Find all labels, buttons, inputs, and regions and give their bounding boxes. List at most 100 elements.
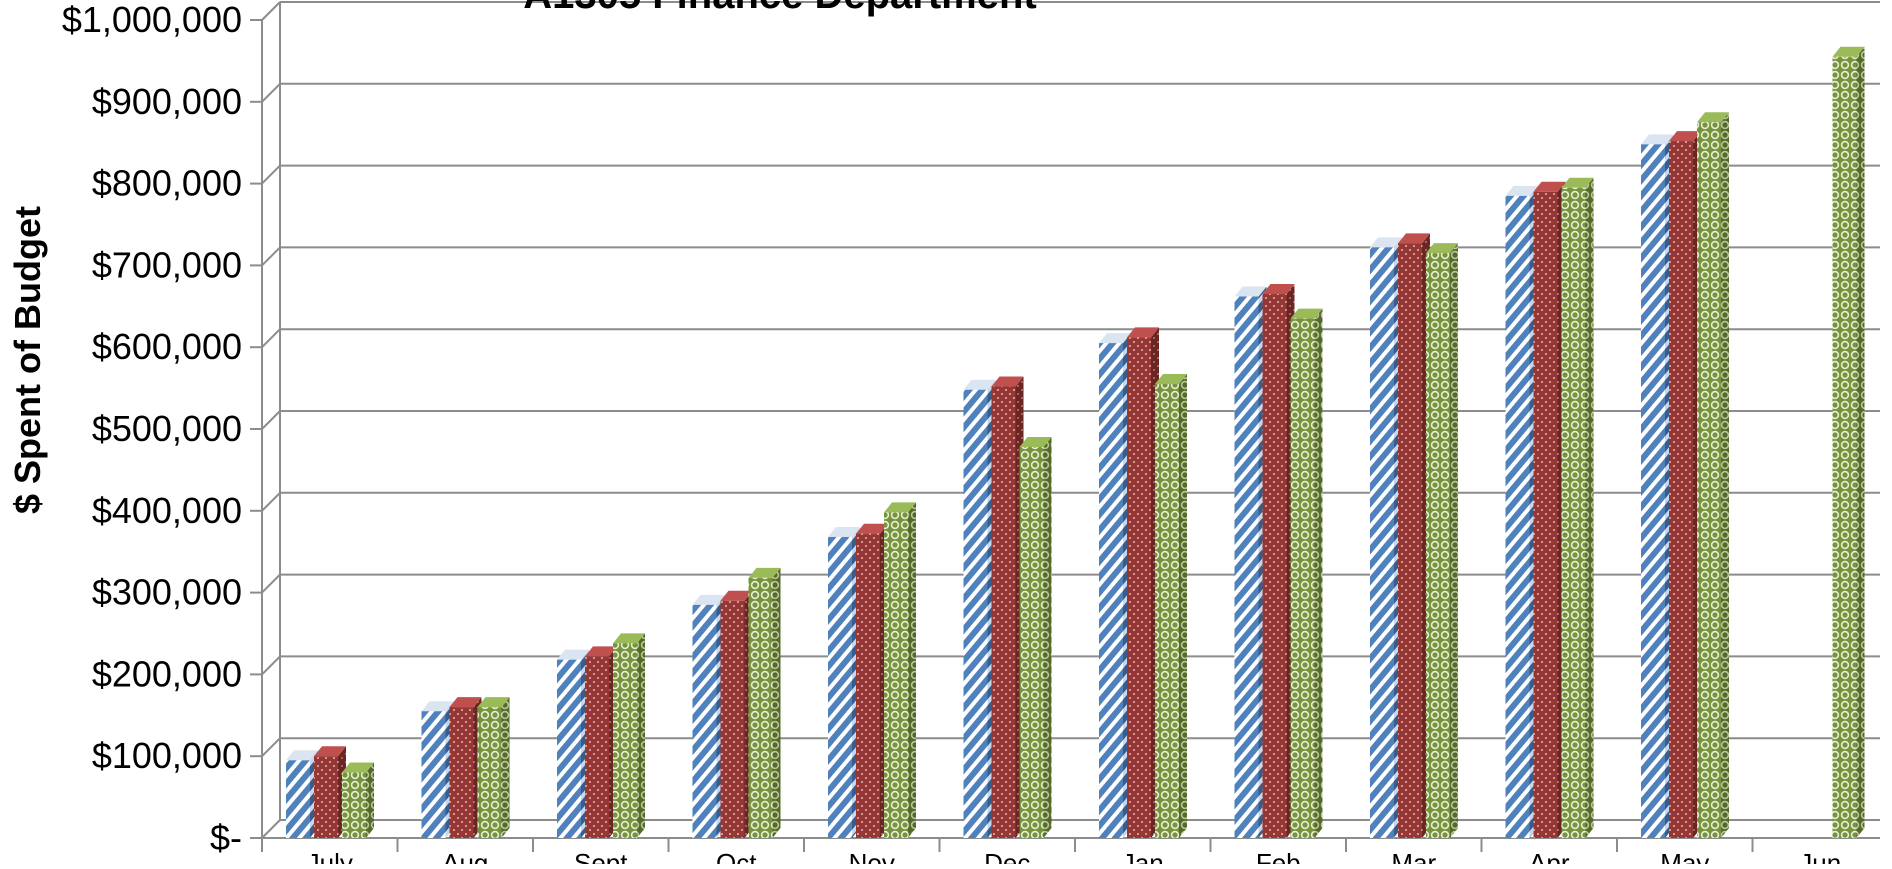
axes	[250, 2, 1880, 852]
x-tick-label: Jun	[1799, 848, 1841, 864]
bar-front	[1561, 187, 1586, 838]
bar	[1262, 284, 1295, 838]
bar-front	[286, 760, 310, 838]
bar-front	[613, 643, 637, 838]
bar	[1832, 46, 1865, 839]
bar-top	[963, 379, 996, 390]
bar-top	[1641, 134, 1673, 145]
bar	[557, 649, 589, 838]
bar	[1398, 233, 1430, 839]
bar-front	[1155, 384, 1179, 838]
x-tick-label: Oct	[716, 848, 757, 864]
bar-top	[314, 746, 346, 757]
bar-side	[637, 633, 645, 838]
bar-top	[692, 594, 725, 605]
x-tick-label: Dec	[984, 848, 1030, 864]
bar	[856, 523, 888, 838]
bar	[1370, 237, 1402, 839]
gridline-side	[261, 246, 281, 267]
gridline-side	[261, 1, 281, 21]
bar-front	[720, 600, 745, 838]
y-tick-label: $600,000	[92, 326, 242, 367]
bar-top	[748, 567, 781, 578]
bar-side	[1450, 243, 1458, 838]
gridline-side	[261, 655, 281, 676]
gridline-side	[261, 573, 281, 594]
bar-top	[1832, 46, 1865, 57]
bar-top	[342, 762, 374, 773]
bar	[314, 746, 346, 838]
bar-top	[613, 633, 645, 644]
bar	[1127, 327, 1159, 838]
gridline-side	[261, 328, 281, 348]
bar-side	[1179, 374, 1187, 838]
bar-top	[1127, 327, 1159, 338]
bar-side	[772, 567, 781, 838]
x-tick-label: Mar	[1391, 848, 1436, 864]
x-tick-label: Sept	[574, 848, 628, 864]
bar-front	[856, 533, 880, 838]
bar-front	[1832, 56, 1857, 839]
gridline-side	[261, 83, 281, 103]
bar-top	[585, 646, 617, 657]
bar-side	[1043, 436, 1052, 838]
bar-top	[477, 697, 510, 708]
bar	[1155, 374, 1187, 838]
bar-top	[828, 526, 860, 537]
bar-top	[421, 701, 454, 712]
y-tick-label: $1,000,000	[62, 0, 242, 40]
bar-top	[1019, 436, 1052, 447]
bar	[613, 633, 645, 838]
bar-top	[1262, 284, 1295, 295]
bar-front	[828, 536, 852, 838]
y-tick-label: $400,000	[92, 490, 242, 531]
bar-top	[1426, 243, 1458, 254]
bar	[1019, 436, 1052, 838]
bar	[286, 750, 318, 838]
bar	[421, 701, 454, 838]
gridline-side	[261, 410, 281, 430]
bar-front	[1641, 144, 1665, 838]
bar-side	[1721, 112, 1729, 838]
bar-top	[1155, 374, 1187, 385]
bar-side	[501, 697, 510, 838]
bar	[1533, 181, 1566, 838]
bar-front	[1290, 318, 1315, 838]
x-tick-label: July	[307, 848, 353, 864]
bar	[1099, 333, 1131, 838]
bar	[585, 646, 617, 838]
bar-top	[557, 649, 589, 660]
bar-side	[1314, 308, 1323, 838]
y-tick-label: $500,000	[92, 408, 242, 449]
y-tick-label: $200,000	[92, 653, 242, 694]
bar-front	[1426, 253, 1450, 838]
y-axis-label: $ Spent of Budget	[7, 206, 48, 514]
gridline-side	[261, 492, 281, 512]
bar-front	[1505, 195, 1530, 838]
y-tick-label: $-	[210, 817, 242, 858]
bar-top	[1669, 131, 1701, 142]
bar	[692, 594, 725, 838]
bar-front	[991, 386, 1016, 838]
bar-top	[1398, 233, 1430, 244]
gridlines	[261, 1, 1880, 839]
bar	[449, 697, 482, 838]
bar-front	[1019, 446, 1044, 838]
bar-top	[1561, 177, 1594, 188]
bar-top	[720, 590, 753, 601]
bar-top	[991, 376, 1024, 387]
bar-front	[1669, 141, 1693, 839]
bar-side	[1856, 46, 1865, 839]
bar	[1505, 185, 1538, 838]
bar-top	[1370, 237, 1402, 248]
x-tick-label: Aug	[442, 848, 488, 864]
bar-top	[449, 697, 482, 708]
bar	[1697, 112, 1729, 838]
bar	[748, 567, 781, 838]
bar-front	[963, 389, 988, 838]
x-tick-label: Jan	[1122, 848, 1164, 864]
x-tick-label: May	[1660, 848, 1709, 864]
bar-front	[449, 707, 474, 838]
bar-side	[1585, 177, 1594, 838]
